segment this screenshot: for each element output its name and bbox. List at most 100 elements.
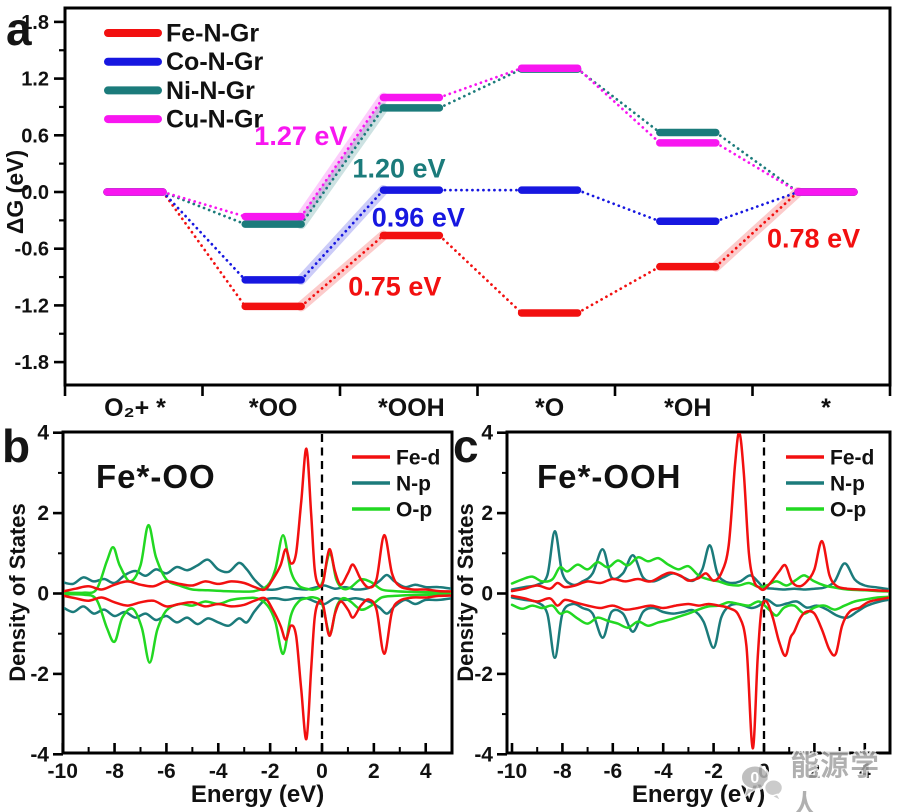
y-axis-title: ΔG (eV) [2,150,28,234]
legend-label: Fe-d [396,447,440,470]
connector-line [299,188,385,282]
y-axis-tick-label: 4 [481,422,493,445]
barrier-annotation: 1.27 eV [254,121,347,151]
connector-line [438,67,523,110]
connector-line [299,106,385,226]
dos-curve-fe-d-up [510,433,889,593]
category-label: * [821,394,831,422]
connector-line [714,190,800,223]
panel-c-letter: c [453,420,479,472]
connector-line [714,190,800,269]
y-axis-tick-label: -4 [474,743,493,766]
dos-curve-n-p-down [510,596,889,660]
panel-b-title: Fe*-OO [96,458,216,495]
legend-label: N-p [830,473,865,496]
x-axis-tick-label: 2 [809,760,821,783]
x-axis-tick-label: -8 [105,760,124,783]
x-axis-title: Energy (eV) [191,781,324,808]
legend-label: Fe-d [830,447,874,470]
dos-curve-n-p-up [510,529,889,591]
connector-line [161,190,247,226]
legend-label: O-p [396,499,432,522]
y-axis-tick-label: 0 [481,583,493,606]
connector-line [299,234,385,308]
y-axis-tick-label: -0.6 [15,239,49,261]
panel-c-title: Fe*-OOH [537,458,682,495]
dos-curve-fe-d-up [64,447,451,593]
x-axis-tick-label: 2 [368,760,380,783]
barrier-annotation: 0.75 eV [348,272,441,302]
category-label: O₂+ * [104,394,166,422]
legend-label: O-p [830,499,866,522]
y-axis-title: Density of States [5,503,30,682]
dos-curve-o-p-down [510,595,889,629]
y-axis-tick-label: -2 [30,663,49,686]
y-axis-tick-label: 1.2 [21,69,49,91]
x-axis-tick-label: -6 [157,760,176,783]
dos-curve-fe-d-down [510,594,889,750]
x-axis-tick-label: 0 [316,760,328,783]
x-axis-tick-label: -4 [209,760,228,783]
panel-b-letter: b [2,420,31,472]
y-axis-tick-label: 4 [37,422,49,445]
y-axis-tick-label: -4 [30,743,49,766]
barrier-annotation: 1.20 eV [352,153,445,183]
barrier-annotation: 0.78 eV [767,223,860,253]
y-axis-tick-label: 2 [481,502,493,525]
dos-curve-o-p-down [64,592,451,664]
connector-line [576,188,662,223]
legend-label: Ni-N-Gr [166,77,255,105]
watermark-text: 能源学人 [790,750,881,812]
y-axis-tick-label: 0 [37,583,49,606]
category-label: *OH [664,394,711,422]
connector-line [161,190,247,218]
dos-curve-o-p-up [510,556,889,593]
connector-line [438,66,523,99]
connector-line [576,66,662,145]
watermark: 0 能源学人 [738,744,903,812]
x-axis-tick-label: -10 [48,760,78,783]
connector-line [576,265,662,315]
y-axis-tick-label: 1.8 [21,12,49,34]
category-label: *OOH [378,394,445,422]
svg-text:0: 0 [750,770,759,787]
x-axis-tick-label: -2 [704,760,723,783]
y-axis-title: Density of States [453,503,478,682]
connector-line [438,234,523,315]
panel-a-letter: a [6,3,32,55]
y-axis-tick-label: 0.0 [21,182,49,204]
y-axis-tick-label: -1.8 [15,352,49,374]
barrier-annotation: 0.96 eV [372,203,465,233]
category-label: *O [535,394,564,422]
y-axis-tick-label: -2 [474,663,493,686]
chat-bubbles-icon: 0 [739,764,785,803]
legend-label: Co-N-Gr [166,48,263,76]
dos-curve-n-p-down [64,596,451,628]
x-axis-tick-label: -8 [553,760,572,783]
connector-line [714,131,800,194]
x-axis-tick-label: -6 [603,760,622,783]
x-axis-tick-label: -10 [497,760,527,783]
legend-label: N-p [396,473,431,496]
connector-line [161,190,247,308]
x-axis-tick-label: -4 [654,760,673,783]
x-axis-tick-label: 4 [859,760,871,783]
panel-a: 1.8 1.2 0.6 0.0 -0.6 -1.2 -1.8 O₂+ * *OO *OOH *O *O… [2,6,892,422]
category-label: *OO [249,394,298,422]
dos-curves [510,433,889,750]
x-axis-tick-label: -2 [261,760,280,783]
dos-curve-n-p-up [64,558,451,592]
connector-line [714,141,800,194]
connector-line [576,67,662,134]
y-axis-tick-label: 2 [37,502,49,525]
dos-curve-fe-d-down [64,594,451,741]
legend-label: Fe-N-Gr [166,20,259,48]
y-axis-tick-label: -1.2 [15,295,49,317]
connector-line [161,190,247,282]
dos-curves [64,447,451,741]
y-axis-tick-label: 0.6 [21,125,49,147]
